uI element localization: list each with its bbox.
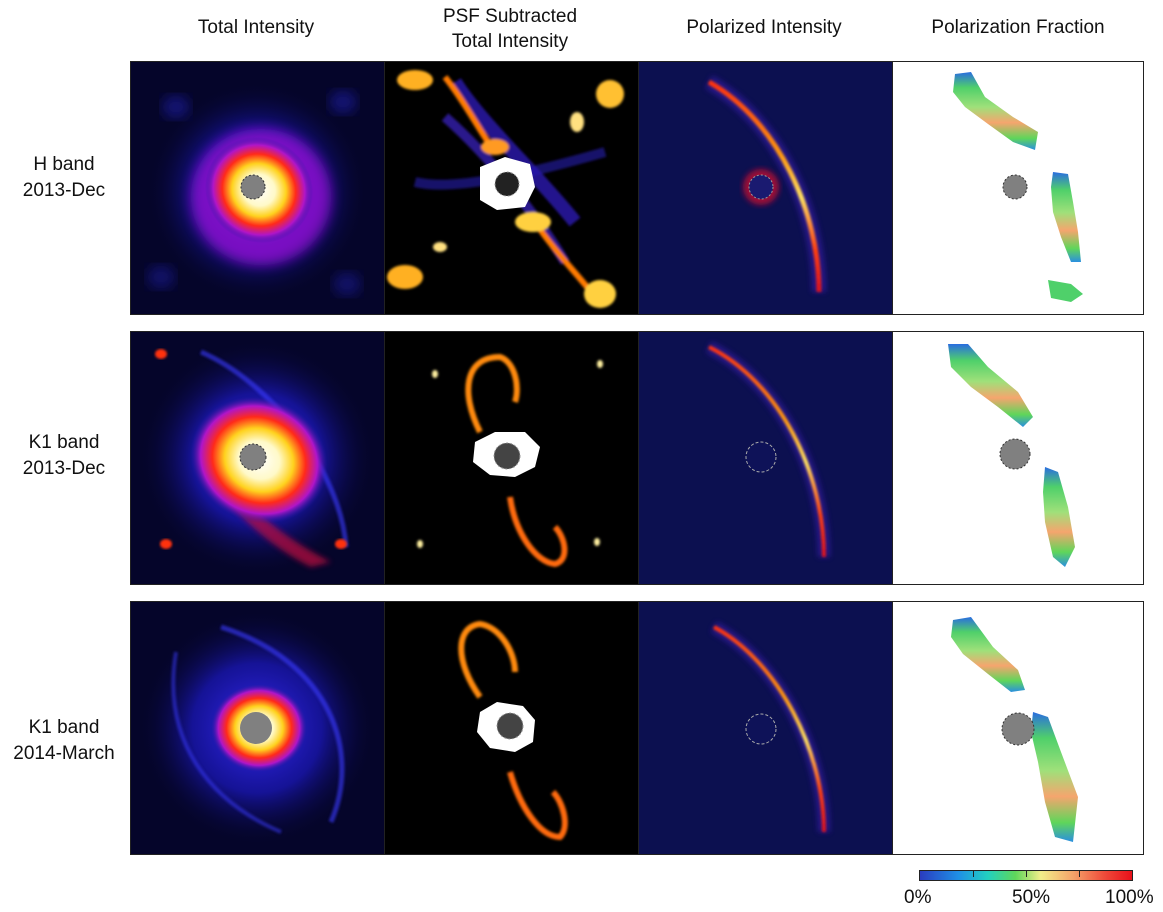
panel-polarized-intensity	[639, 602, 892, 854]
row-label-band: K1 band	[28, 432, 100, 453]
panel-polarized-intensity	[639, 62, 892, 314]
column-title-polarized-intensity: Polarized Intensity	[637, 15, 891, 40]
row-label-date: 2013-Dec	[22, 458, 106, 479]
panel-psf-subtracted	[385, 602, 638, 854]
colorbar-label-mid: 50%	[1012, 887, 1051, 908]
column-title-polarization-fraction: Polarization Fraction	[891, 15, 1145, 40]
panel-total-intensity	[131, 62, 384, 314]
column-title-line: Polarization Fraction	[931, 17, 1105, 38]
column-title-psf-subtracted: PSF Subtracted Total Intensity	[383, 4, 637, 54]
panel-polarized-intensity	[639, 332, 892, 584]
panel-polarization-fraction	[893, 332, 1143, 584]
panel-polarization-fraction	[893, 602, 1143, 854]
panel-psf-subtracted	[385, 332, 638, 584]
colorbar-label-min: 0%	[904, 887, 932, 908]
column-title-line: Polarized Intensity	[686, 17, 842, 38]
image-row-k1-2013-dec	[130, 331, 1144, 585]
row-label-date: 2013-Dec	[22, 180, 106, 201]
image-row-k1-2014-march	[130, 601, 1144, 855]
column-title-total-intensity: Total Intensity	[129, 15, 383, 40]
row-label-h-2013-dec: H band 2013-Dec	[0, 152, 128, 204]
column-title-line: Total Intensity	[197, 17, 315, 38]
panel-total-intensity	[131, 332, 384, 584]
colorbar	[919, 870, 1133, 881]
row-label-k1-2013-dec: K1 band 2013-Dec	[0, 430, 128, 482]
image-row-h-2013-dec	[130, 61, 1144, 315]
column-title-line: Total Intensity	[451, 31, 569, 52]
panel-total-intensity	[131, 602, 384, 854]
row-label-band: K1 band	[28, 717, 100, 738]
panel-polarization-fraction	[893, 62, 1143, 314]
colorbar-label-max: 100%	[1105, 887, 1154, 908]
column-title-line: PSF Subtracted	[442, 6, 578, 27]
row-label-band: H band	[33, 154, 95, 175]
row-label-date: 2014-March	[13, 743, 115, 764]
row-label-k1-2014-march: K1 band 2014-March	[0, 715, 128, 767]
panel-psf-subtracted	[385, 62, 638, 314]
